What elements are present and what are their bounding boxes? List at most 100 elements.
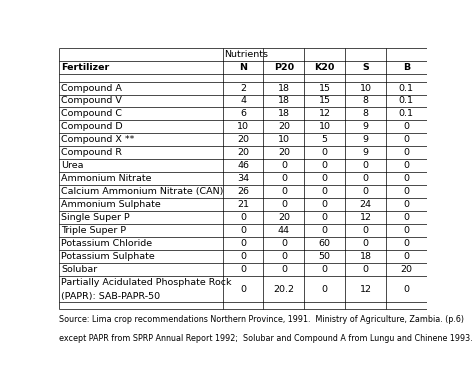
Text: 2: 2 xyxy=(240,83,246,92)
Text: 10: 10 xyxy=(359,83,372,92)
Text: Calcium Ammonium Nitrate (CAN): Calcium Ammonium Nitrate (CAN) xyxy=(61,187,223,196)
Text: Compound X **: Compound X ** xyxy=(61,135,135,144)
Text: 26: 26 xyxy=(237,187,249,196)
Text: 9: 9 xyxy=(363,135,368,144)
Text: 20: 20 xyxy=(278,213,290,222)
Text: Compound R: Compound R xyxy=(61,149,122,157)
Text: 20: 20 xyxy=(400,265,412,274)
Text: 0: 0 xyxy=(363,265,368,274)
Text: Ammonium Sulphate: Ammonium Sulphate xyxy=(61,200,161,209)
Text: Compound A: Compound A xyxy=(61,83,122,92)
Text: 0: 0 xyxy=(240,252,246,262)
Text: Solubar: Solubar xyxy=(61,265,97,274)
Text: Compound V: Compound V xyxy=(61,97,122,105)
Text: P20: P20 xyxy=(274,63,294,72)
Text: 18: 18 xyxy=(278,110,290,119)
Text: 0: 0 xyxy=(281,200,287,209)
Text: S: S xyxy=(362,63,369,72)
Text: 0: 0 xyxy=(281,187,287,196)
Text: 0: 0 xyxy=(240,285,246,294)
Text: 10: 10 xyxy=(278,135,290,144)
Text: 0: 0 xyxy=(281,265,287,274)
Text: Potassium Sulphate: Potassium Sulphate xyxy=(61,252,155,262)
Text: 20: 20 xyxy=(237,149,249,157)
Text: 60: 60 xyxy=(319,240,331,248)
Text: 46: 46 xyxy=(237,161,249,171)
Text: 0.1: 0.1 xyxy=(399,110,414,119)
Text: 0: 0 xyxy=(403,240,409,248)
Text: K20: K20 xyxy=(314,63,335,72)
Text: 0.1: 0.1 xyxy=(399,83,414,92)
Text: 8: 8 xyxy=(363,97,368,105)
Text: 0: 0 xyxy=(403,226,409,235)
Text: 0: 0 xyxy=(363,161,368,171)
Text: 10: 10 xyxy=(319,122,331,132)
Text: 0: 0 xyxy=(403,187,409,196)
Text: 18: 18 xyxy=(359,252,372,262)
Text: 20.2: 20.2 xyxy=(273,285,294,294)
Text: 4: 4 xyxy=(240,97,246,105)
Text: 0: 0 xyxy=(363,226,368,235)
Text: 0: 0 xyxy=(322,149,328,157)
Text: 21: 21 xyxy=(237,200,249,209)
Text: 0: 0 xyxy=(403,213,409,222)
Text: 20: 20 xyxy=(278,149,290,157)
Text: Potassium Chloride: Potassium Chloride xyxy=(61,240,152,248)
Text: 0: 0 xyxy=(363,240,368,248)
Text: 12: 12 xyxy=(359,285,372,294)
Text: 0: 0 xyxy=(403,161,409,171)
Text: 20: 20 xyxy=(278,122,290,132)
Text: B: B xyxy=(402,63,410,72)
Text: 0: 0 xyxy=(403,174,409,183)
Text: Partially Acidulated Phosphate Rock: Partially Acidulated Phosphate Rock xyxy=(61,278,232,287)
Text: 0: 0 xyxy=(403,285,409,294)
Text: 0: 0 xyxy=(403,122,409,132)
Text: 0: 0 xyxy=(363,187,368,196)
Text: 0: 0 xyxy=(322,187,328,196)
Text: 0: 0 xyxy=(281,252,287,262)
Text: 8: 8 xyxy=(363,110,368,119)
Text: 0: 0 xyxy=(281,161,287,171)
Text: 24: 24 xyxy=(359,200,372,209)
Text: 0: 0 xyxy=(240,240,246,248)
Text: 18: 18 xyxy=(278,97,290,105)
Text: 0: 0 xyxy=(403,149,409,157)
Text: 9: 9 xyxy=(363,122,368,132)
Text: 0: 0 xyxy=(281,174,287,183)
Text: 0: 0 xyxy=(322,285,328,294)
Text: 0: 0 xyxy=(322,200,328,209)
Text: 20: 20 xyxy=(237,135,249,144)
Text: 0: 0 xyxy=(322,265,328,274)
Text: Nutrients: Nutrients xyxy=(225,50,269,60)
Text: 0: 0 xyxy=(240,226,246,235)
Text: 0: 0 xyxy=(322,161,328,171)
Text: N: N xyxy=(239,63,247,72)
Text: 0: 0 xyxy=(363,174,368,183)
Text: except PAPR from SPRP Annual Report 1992;  Solubar and Compound A from Lungu and: except PAPR from SPRP Annual Report 1992… xyxy=(59,334,473,343)
Text: Urea: Urea xyxy=(61,161,83,171)
Text: 10: 10 xyxy=(237,122,249,132)
Text: 0: 0 xyxy=(240,213,246,222)
Text: 0: 0 xyxy=(322,174,328,183)
Text: Triple Super P: Triple Super P xyxy=(61,226,126,235)
Text: 18: 18 xyxy=(278,83,290,92)
Text: 0: 0 xyxy=(322,213,328,222)
Text: 0: 0 xyxy=(403,135,409,144)
Text: Compound D: Compound D xyxy=(61,122,123,132)
Text: 6: 6 xyxy=(240,110,246,119)
Text: Fertilizer: Fertilizer xyxy=(61,63,109,72)
Text: 5: 5 xyxy=(322,135,328,144)
Text: 12: 12 xyxy=(319,110,331,119)
Text: 50: 50 xyxy=(319,252,331,262)
Text: 0: 0 xyxy=(240,265,246,274)
Text: 12: 12 xyxy=(359,213,372,222)
Text: Single Super P: Single Super P xyxy=(61,213,130,222)
Text: (PAPR): SAB-PAPR-50: (PAPR): SAB-PAPR-50 xyxy=(61,292,160,301)
Text: 0: 0 xyxy=(281,240,287,248)
Text: 0: 0 xyxy=(403,200,409,209)
Text: Compound C: Compound C xyxy=(61,110,122,119)
Text: 0: 0 xyxy=(403,252,409,262)
Text: 34: 34 xyxy=(237,174,249,183)
Text: 0.1: 0.1 xyxy=(399,97,414,105)
Text: 15: 15 xyxy=(319,83,331,92)
